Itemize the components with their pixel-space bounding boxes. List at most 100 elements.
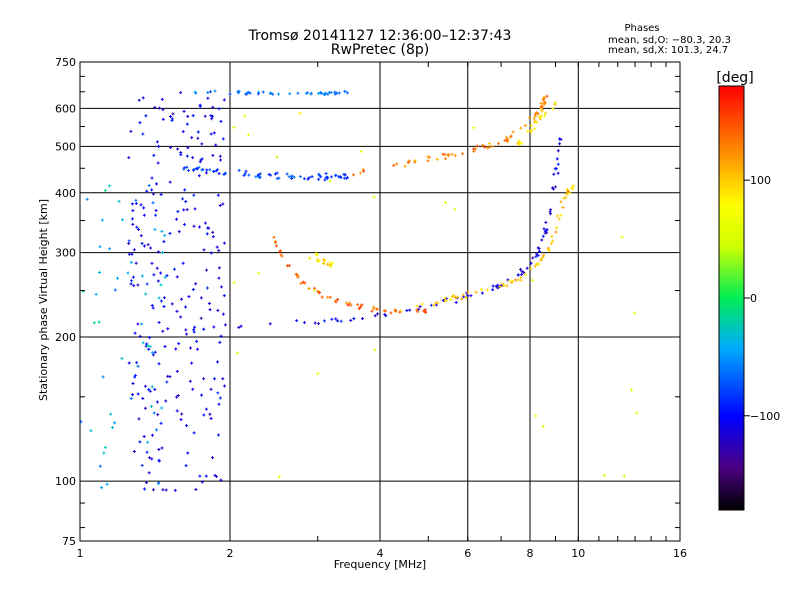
data-point bbox=[166, 327, 170, 331]
grid-lines bbox=[80, 62, 680, 541]
data-point bbox=[150, 457, 154, 461]
data-point bbox=[157, 362, 161, 366]
data-point bbox=[200, 480, 204, 484]
data-point bbox=[219, 119, 223, 123]
data-point bbox=[157, 106, 161, 110]
data-point bbox=[127, 156, 131, 160]
data-point bbox=[156, 161, 160, 165]
data-point bbox=[316, 259, 320, 263]
data-point bbox=[89, 429, 93, 433]
data-point bbox=[453, 296, 457, 300]
data-point bbox=[152, 153, 156, 157]
data-point bbox=[222, 98, 226, 102]
data-point bbox=[173, 488, 177, 492]
data-point bbox=[516, 141, 520, 145]
data-point bbox=[558, 137, 562, 141]
data-point bbox=[491, 288, 495, 292]
data-point bbox=[384, 314, 388, 318]
data-point bbox=[501, 282, 505, 286]
data-point bbox=[464, 296, 468, 300]
data-point bbox=[488, 142, 492, 146]
data-point bbox=[345, 175, 349, 179]
data-point bbox=[120, 356, 124, 360]
data-point bbox=[420, 302, 424, 306]
data-point bbox=[159, 421, 163, 425]
data-point bbox=[148, 345, 152, 349]
data-point bbox=[219, 158, 223, 162]
data-point bbox=[184, 464, 188, 468]
data-point bbox=[150, 188, 154, 192]
data-point bbox=[547, 249, 551, 253]
data-point bbox=[534, 255, 538, 259]
data-point bbox=[211, 230, 215, 234]
data-point bbox=[213, 89, 217, 93]
data-point bbox=[529, 128, 533, 132]
data-point bbox=[285, 264, 289, 268]
data-point bbox=[211, 456, 215, 460]
data-point bbox=[153, 105, 157, 109]
data-point bbox=[247, 173, 251, 177]
data-point bbox=[153, 350, 157, 354]
data-point bbox=[145, 189, 149, 193]
chart-title-line2: RwPretec (8p) bbox=[331, 42, 429, 58]
data-point bbox=[454, 300, 458, 304]
data-point bbox=[460, 297, 464, 301]
data-point bbox=[479, 288, 483, 292]
data-point bbox=[426, 155, 430, 159]
data-point bbox=[157, 459, 161, 463]
data-point bbox=[269, 173, 273, 177]
data-point bbox=[192, 224, 196, 228]
data-point bbox=[519, 126, 523, 130]
data-point bbox=[315, 258, 319, 262]
data-point bbox=[80, 420, 83, 424]
data-point bbox=[534, 414, 538, 418]
data-point bbox=[177, 342, 181, 346]
data-point bbox=[175, 369, 179, 373]
data-point bbox=[561, 205, 565, 209]
data-point bbox=[511, 279, 515, 283]
data-point bbox=[352, 317, 356, 321]
data-point bbox=[176, 147, 180, 151]
data-point bbox=[162, 305, 166, 309]
data-point bbox=[208, 412, 212, 416]
data-point bbox=[186, 114, 190, 118]
data-point bbox=[181, 130, 185, 134]
data-point bbox=[529, 261, 533, 265]
data-point bbox=[179, 418, 183, 422]
data-point bbox=[243, 114, 247, 118]
data-point bbox=[635, 411, 639, 415]
data-point bbox=[181, 197, 185, 201]
data-point bbox=[352, 173, 356, 177]
data-point bbox=[208, 168, 212, 172]
data-point bbox=[156, 250, 160, 254]
data-point bbox=[202, 377, 206, 381]
data-point bbox=[395, 162, 399, 166]
data-point bbox=[343, 173, 347, 177]
data-point bbox=[156, 413, 160, 417]
data-point bbox=[176, 394, 180, 398]
data-point bbox=[550, 234, 554, 238]
data-point bbox=[92, 321, 96, 325]
data-point bbox=[170, 302, 174, 306]
data-point bbox=[339, 175, 343, 179]
data-point bbox=[408, 308, 412, 312]
data-point bbox=[161, 329, 165, 333]
data-point bbox=[163, 233, 167, 237]
data-point bbox=[545, 228, 549, 232]
data-point bbox=[146, 243, 150, 247]
data-point bbox=[140, 322, 144, 326]
data-point bbox=[103, 445, 107, 449]
data-point bbox=[97, 271, 101, 275]
data-point bbox=[494, 284, 498, 288]
data-point bbox=[223, 323, 227, 327]
data-point bbox=[359, 149, 363, 153]
data-point bbox=[138, 121, 142, 125]
data-point bbox=[316, 322, 320, 326]
data-point bbox=[218, 154, 222, 158]
data-point bbox=[418, 305, 422, 309]
data-point bbox=[232, 281, 236, 285]
x-tick-label: 2 bbox=[227, 547, 234, 560]
data-point bbox=[335, 91, 339, 95]
data-point bbox=[188, 346, 192, 350]
data-point bbox=[358, 171, 362, 175]
